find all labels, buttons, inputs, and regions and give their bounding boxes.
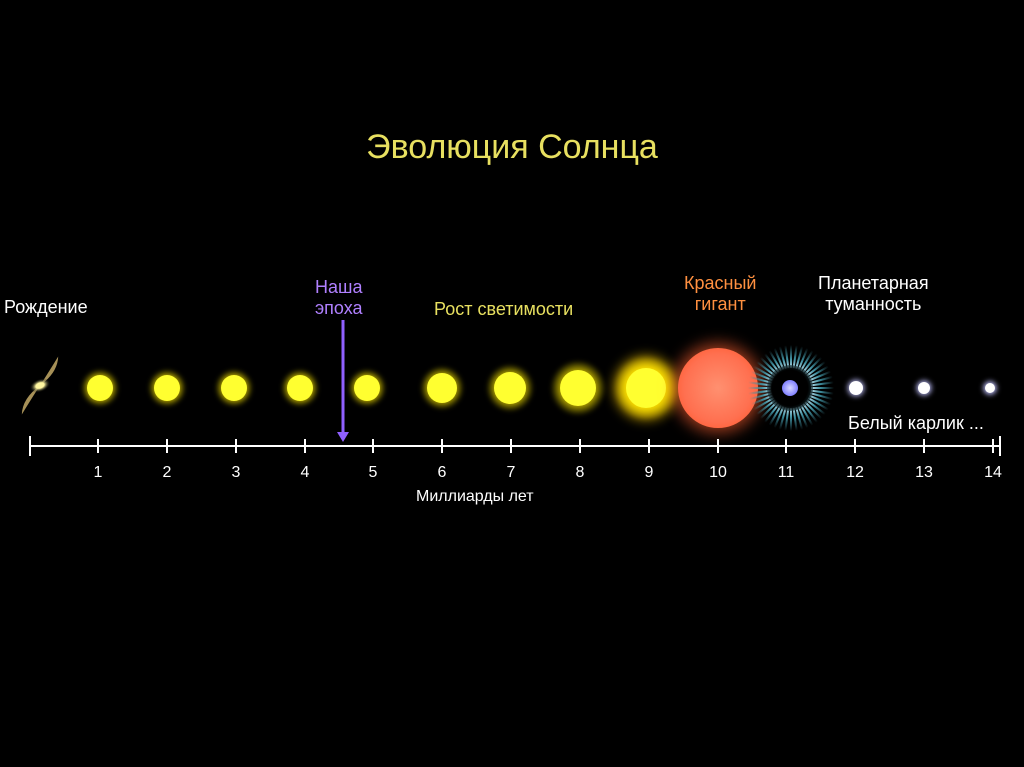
axis-end-tick — [29, 436, 31, 456]
label-birth: Рождение — [4, 297, 88, 318]
star-core — [918, 382, 930, 394]
star-core — [427, 373, 457, 403]
axis-label: Миллиарды лет — [416, 488, 534, 506]
axis-tick-label: 13 — [915, 464, 933, 482]
planetary-nebula — [750, 348, 830, 428]
axis-tick — [923, 439, 925, 453]
axis-tick — [717, 439, 719, 453]
star-core — [87, 375, 113, 401]
axis-tick — [992, 439, 994, 453]
axis-tick-label: 14 — [984, 464, 1002, 482]
axis-tick — [785, 439, 787, 453]
star-core — [354, 375, 380, 401]
birth-galaxy — [10, 356, 70, 421]
diagram-root: Эволюция Солнца Рождение Наша эпоха Рост… — [0, 0, 1024, 767]
axis-tick — [441, 439, 443, 453]
label-red-giant: Красный гигант — [684, 273, 756, 314]
star-core — [678, 348, 758, 428]
diagram-title: Эволюция Солнца — [0, 128, 1024, 167]
star-core — [560, 370, 596, 406]
star-core — [221, 375, 247, 401]
axis-tick-label: 6 — [438, 464, 447, 482]
axis-tick-label: 9 — [645, 464, 654, 482]
axis-tick — [97, 439, 99, 453]
axis-end-tick — [999, 436, 1001, 456]
star-core — [494, 372, 526, 404]
axis-tick — [235, 439, 237, 453]
axis-tick-label: 12 — [846, 464, 864, 482]
star-core — [287, 375, 313, 401]
star-core — [849, 381, 863, 395]
axis-tick-label: 4 — [301, 464, 310, 482]
axis-tick-label: 2 — [163, 464, 172, 482]
axis-tick — [854, 439, 856, 453]
axis-tick-label: 5 — [369, 464, 378, 482]
star-core — [154, 375, 180, 401]
axis-tick-label: 3 — [232, 464, 241, 482]
axis-tick — [304, 439, 306, 453]
star-core — [985, 383, 995, 393]
axis-tick — [579, 439, 581, 453]
label-white-dwarf: Белый карлик ... — [848, 413, 984, 434]
axis-tick — [510, 439, 512, 453]
axis-tick-label: 1 — [94, 464, 103, 482]
axis-tick-label: 8 — [576, 464, 585, 482]
axis-tick-label: 7 — [507, 464, 516, 482]
axis-tick-label: 10 — [709, 464, 727, 482]
label-our-epoch: Наша эпоха — [315, 277, 363, 318]
axis-tick — [648, 439, 650, 453]
star-core — [626, 368, 666, 408]
axis-tick-label: 11 — [778, 464, 795, 482]
axis-tick — [166, 439, 168, 453]
label-nebula: Планетарная туманность — [818, 273, 929, 314]
axis-tick — [372, 439, 374, 453]
label-luminosity: Рост светимости — [434, 299, 573, 320]
